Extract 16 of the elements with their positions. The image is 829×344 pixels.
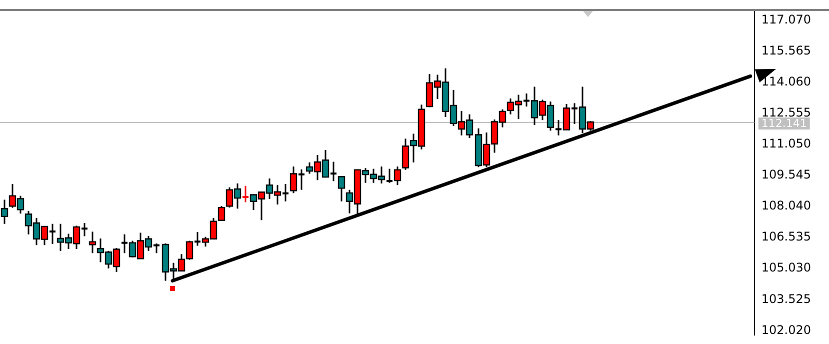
candlestick (218, 205, 226, 222)
y-tick-label: 102.020 (761, 322, 811, 337)
y-tick-label: 106.535 (761, 230, 811, 244)
y-tick-label: 114.060 (761, 74, 811, 89)
y-tick-label: 109.545 (761, 168, 811, 182)
candlestick (0, 198, 8, 225)
y-tick-label: 108.040 (761, 198, 811, 213)
y-tick-label: 105.030 (761, 260, 811, 275)
y-tick-label: 103.525 (761, 292, 811, 306)
y-tick-label: 115.565 (761, 43, 811, 58)
candlestick (338, 175, 346, 202)
y-tick-label: 117.070 (761, 12, 811, 26)
candlestick (242, 185, 250, 203)
ref-line-label: 112.141 (761, 116, 807, 130)
candlestick (88, 230, 96, 254)
y-tick-label: 111.050 (761, 136, 811, 151)
